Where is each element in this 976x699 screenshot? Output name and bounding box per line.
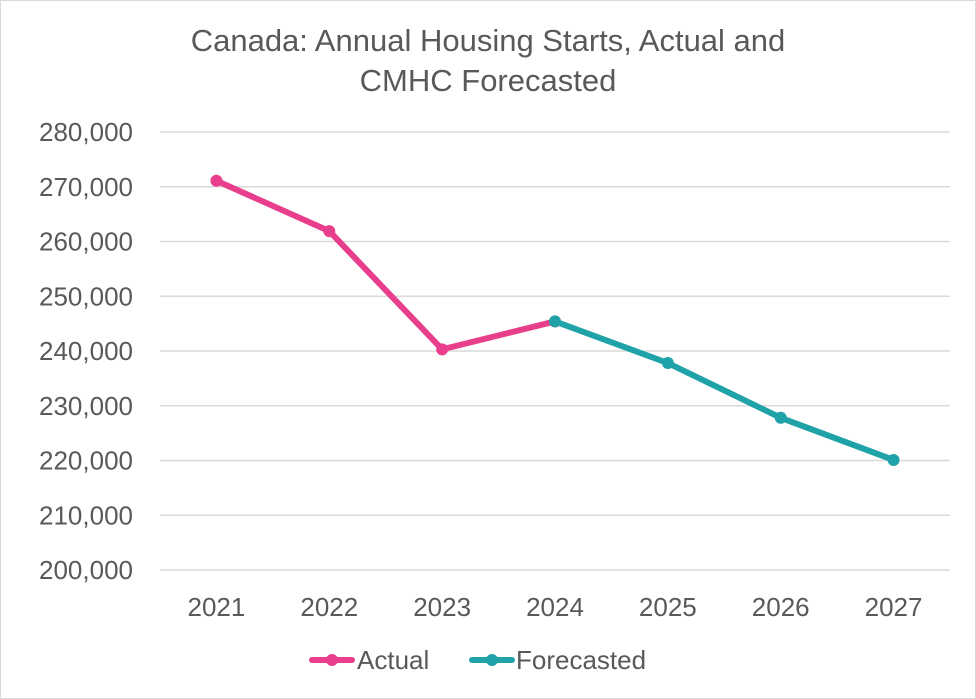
chart-title-line-1: Canada: Annual Housing Starts, Actual an… — [191, 23, 786, 58]
x-tick-label: 2024 — [526, 592, 584, 622]
data-point-actual-2021 — [210, 174, 223, 187]
y-tick-label: 250,000 — [39, 281, 133, 311]
legend-marker-actual — [326, 654, 338, 666]
legend-label-forecasted: Forecasted — [516, 645, 646, 675]
y-tick-label: 200,000 — [39, 555, 133, 585]
y-tick-label: 230,000 — [39, 391, 133, 421]
legend: Actual Forecasted — [309, 645, 646, 675]
data-point-forecasted-2027 — [887, 453, 900, 466]
chart-title-line-2: CMHC Forecasted — [360, 63, 617, 98]
x-tick-label: 2026 — [752, 592, 810, 622]
data-point-actual-2023 — [436, 343, 449, 356]
data-point-forecasted-2025 — [661, 357, 674, 370]
x-tick-label: 2021 — [188, 592, 246, 622]
x-tick-label: 2027 — [865, 592, 923, 622]
x-tick-label: 2025 — [639, 592, 697, 622]
y-tick-label: 220,000 — [39, 446, 133, 476]
y-tick-label: 210,000 — [39, 500, 133, 530]
y-tick-label: 270,000 — [39, 172, 133, 202]
y-tick-label: 280,000 — [39, 117, 133, 147]
series-lines — [210, 174, 900, 466]
x-axis-ticks: 2021 2022 2023 2024 2025 2026 2027 — [188, 592, 923, 622]
data-point-forecasted-2024 — [549, 315, 561, 328]
y-axis-ticks: 200,000 210,000 220,000 230,000 240,000 250,0… — [39, 117, 133, 585]
y-tick-label: 260,000 — [39, 227, 133, 257]
series-line-actual — [213, 177, 558, 353]
y-tick-label: 240,000 — [39, 336, 133, 366]
x-tick-label: 2022 — [300, 592, 358, 622]
series-line-forecasted — [552, 318, 897, 463]
data-point-actual-2022 — [323, 225, 336, 238]
data-point-forecasted-2026 — [774, 411, 787, 424]
legend-label-actual: Actual — [357, 645, 429, 675]
legend-marker-forecasted — [486, 654, 498, 666]
x-tick-label: 2023 — [413, 592, 471, 622]
gridlines — [160, 131, 950, 571]
